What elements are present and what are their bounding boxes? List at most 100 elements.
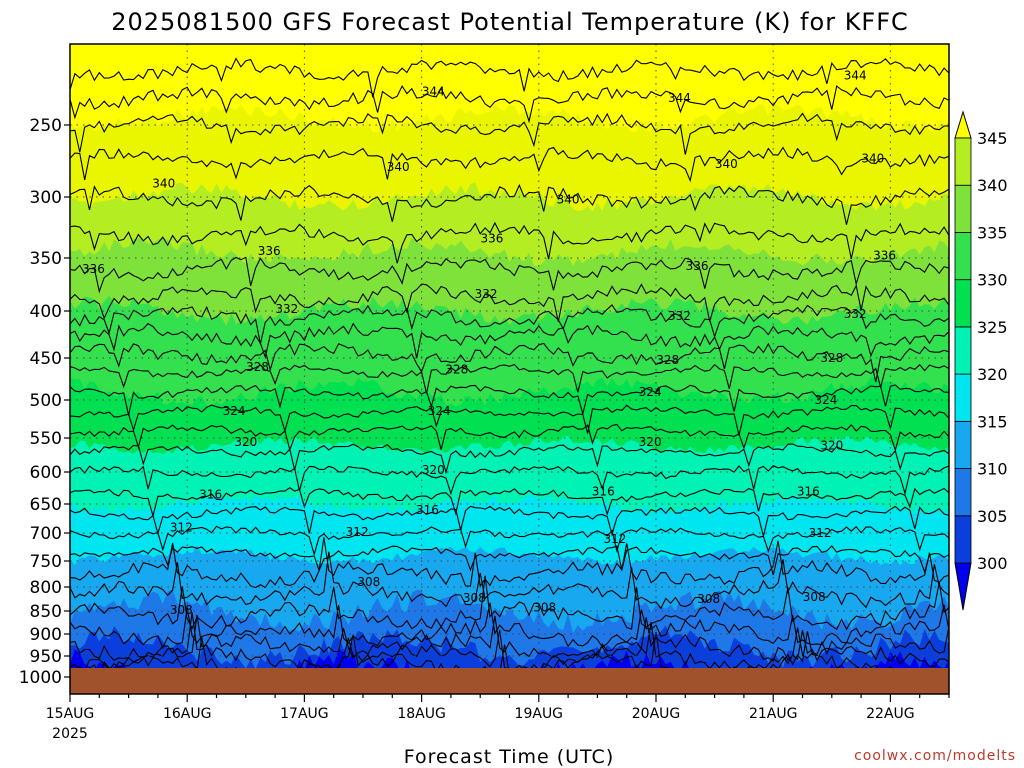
- contour-label: 320: [234, 435, 257, 449]
- colorbar-tick-label: 340: [977, 176, 1008, 195]
- contour-line: [70, 84, 949, 124]
- contour-label: 344: [422, 85, 445, 99]
- contour-line: [70, 146, 949, 183]
- contour-label: 308: [463, 591, 486, 605]
- contour-line: [70, 183, 949, 225]
- x-tick-label: 17AUG: [280, 706, 329, 722]
- contour-line: [70, 404, 949, 436]
- contour-line: [70, 525, 949, 557]
- contour-label: 320: [422, 463, 445, 477]
- contour-line: [70, 363, 949, 394]
- contour-line: [70, 283, 949, 322]
- colorbar-extend-bottom: [954, 562, 972, 611]
- grid-lines: [70, 44, 949, 694]
- contour-label: 336: [480, 231, 503, 245]
- colorbar-tick-label: 335: [977, 223, 1008, 242]
- contour-line: [70, 384, 949, 416]
- credit-text: coolwx.com/modelts: [854, 748, 1016, 764]
- contour-line: [70, 551, 949, 610]
- x-axis: 15AUG 16AUG 17AUG 18AUG 19AUG 20AUG 21AUG 22AUG: [46, 694, 950, 722]
- contour-line: [70, 342, 949, 383]
- colorbar-segment: [954, 279, 972, 328]
- x-tick-label: 21AUG: [749, 706, 798, 722]
- y-tick-label: 1000: [19, 668, 62, 688]
- chart-title: 2025081500 GFS Forecast Potential Temper…: [111, 8, 909, 36]
- contour-label: 328: [445, 362, 468, 376]
- contour-label: 336: [82, 262, 105, 276]
- contour-label: 324: [223, 404, 246, 418]
- y-tick-label: 600: [30, 463, 62, 483]
- x-tick-label: 16AUG: [163, 706, 212, 722]
- contour-label: 316: [199, 488, 222, 502]
- contour-label: 336: [873, 249, 896, 263]
- contour-line: [70, 443, 949, 475]
- contour-label: 312: [604, 532, 627, 546]
- contour-label: 340: [152, 177, 175, 191]
- colorbar: 300 305 310 315 320 325 330 335 340 345: [954, 110, 1008, 611]
- colorbar-segment: [954, 468, 972, 517]
- contour-line: [70, 221, 949, 264]
- contour-label: 320: [639, 435, 662, 449]
- colorbar-segment: [954, 232, 972, 281]
- contour-label: 340: [557, 193, 580, 207]
- contour-labels: 344 344 344 340 340 340 340 340 336 336 336 336 336 3…: [82, 68, 896, 617]
- contour-label: 324: [428, 404, 451, 418]
- contour-label: 312: [809, 526, 832, 540]
- contour-line: [70, 612, 949, 662]
- contour-label: 336: [258, 244, 281, 258]
- y-tick-label: 800: [30, 578, 62, 598]
- x-tick-label: 19AUG: [515, 706, 564, 722]
- contour-label: 308: [803, 590, 826, 604]
- contour-label: 340: [861, 151, 884, 165]
- contour-line: [70, 545, 949, 576]
- colorbar-tick-label: 325: [977, 318, 1008, 337]
- contour-label: 328: [656, 353, 679, 367]
- colorbar-tick-label: 320: [977, 365, 1008, 384]
- contour-label: 328: [820, 351, 843, 365]
- contour-label: 328: [246, 360, 269, 374]
- colorbar-tick-label: 330: [977, 271, 1008, 290]
- y-tick-label: 450: [30, 349, 62, 369]
- contour-label: 320: [820, 439, 843, 453]
- colorbar-segment: [954, 515, 972, 564]
- y-tick-label: 750: [30, 552, 62, 572]
- colorbar-tick-label: 315: [977, 412, 1008, 431]
- contour-line: [70, 304, 949, 345]
- x-tick-label: 15AUG: [46, 706, 95, 722]
- contour-label: 332: [475, 287, 498, 301]
- contour-line: [70, 112, 949, 155]
- contour-line: [70, 465, 949, 496]
- y-tick-label: 650: [30, 495, 62, 515]
- contour-label: 308: [357, 575, 380, 589]
- contour-label: 312: [170, 520, 193, 534]
- y-tick-label: 700: [30, 524, 62, 544]
- colorbar-segment: [954, 137, 972, 186]
- contour-label: 332: [275, 302, 298, 316]
- contour-label: 316: [416, 503, 439, 517]
- contour-label: 316: [797, 485, 820, 499]
- contour-line: [70, 487, 949, 519]
- colorbar-segment: [954, 420, 972, 469]
- contour-line: [70, 575, 949, 631]
- contour-label: 340: [387, 160, 410, 174]
- ground-below-surface: [70, 668, 949, 694]
- y-tick-label: 900: [30, 625, 62, 645]
- contour-label: 308: [533, 601, 556, 615]
- colorbar-tick-label: 300: [977, 554, 1008, 573]
- x-axis-label: Forecast Time (UTC): [404, 746, 614, 768]
- colorbar-tick-label: 305: [977, 507, 1008, 526]
- contour-line: [70, 537, 949, 589]
- contour-label: 336: [686, 259, 709, 273]
- contour-label: 344: [668, 91, 691, 105]
- contour-label: 340: [715, 157, 738, 171]
- y-tick-label: 350: [30, 249, 62, 269]
- contour-label: 344: [844, 68, 867, 82]
- x-axis-year: 2025: [52, 726, 88, 742]
- colorbar-segment: [954, 326, 972, 375]
- contour-line: [70, 256, 949, 294]
- y-tick-label: 950: [30, 647, 62, 667]
- y-axis: 250 300 350 400 450 500 550 600 650 700 750 800 850 9…: [19, 116, 70, 688]
- contour-line: [70, 505, 949, 537]
- colorbar-segment: [954, 184, 972, 233]
- plot-area: 344 344 344 340 340 340 340 340 336 336 336 336 336 3…: [70, 44, 949, 694]
